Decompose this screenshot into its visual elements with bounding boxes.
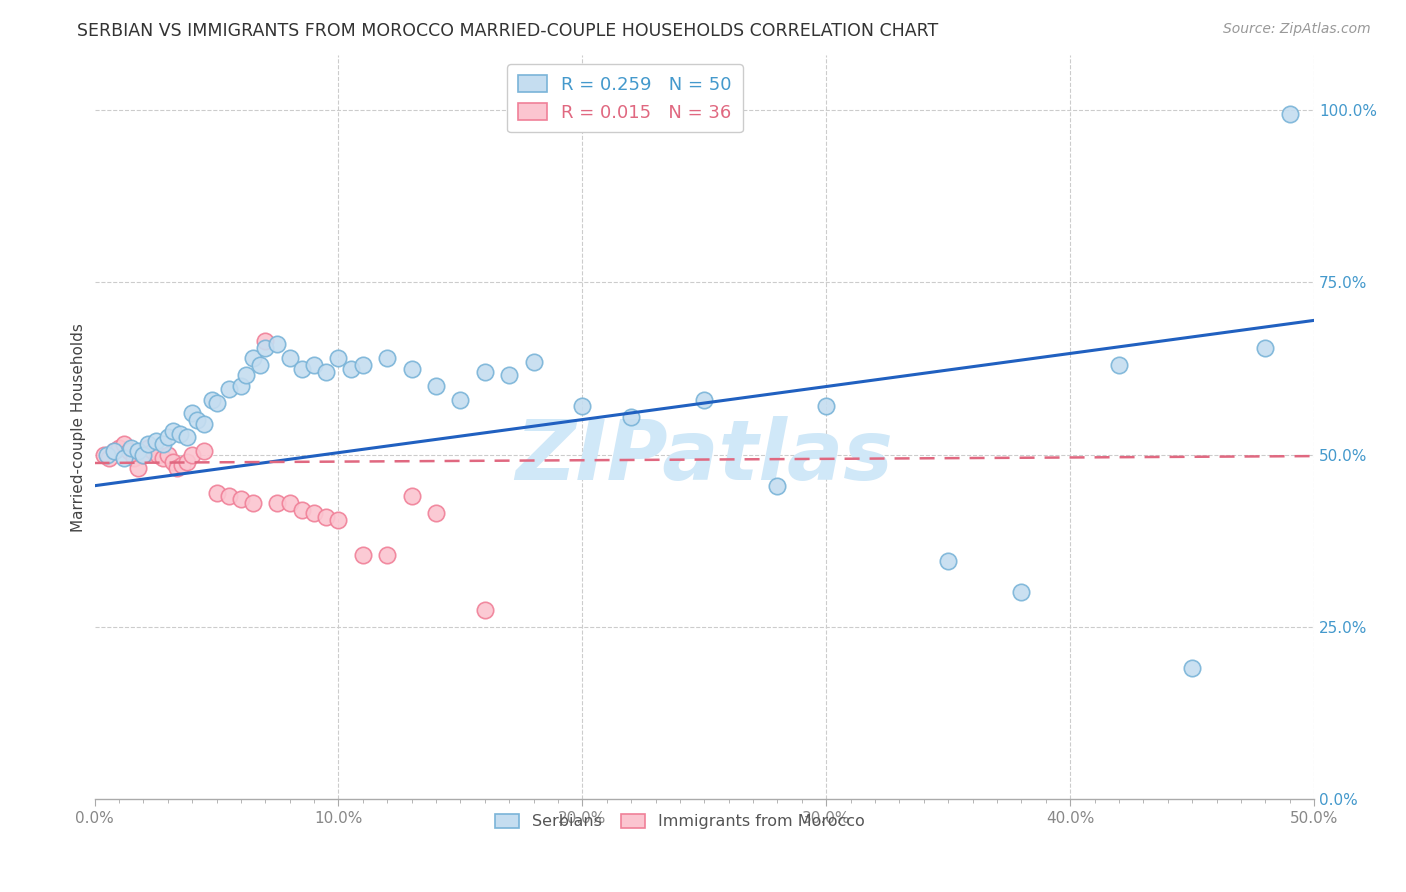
Point: [193, 417, 215, 431]
Point: [278, 351, 301, 366]
Text: ZIPatlas: ZIPatlas: [516, 417, 893, 498]
Point: [1108, 358, 1130, 372]
Legend: Serbians, Immigrants from Morocco: Serbians, Immigrants from Morocco: [489, 807, 870, 836]
Point: [205, 485, 228, 500]
Point: [181, 448, 204, 462]
Point: [218, 382, 240, 396]
Point: [201, 392, 224, 407]
Point: [145, 434, 167, 448]
Point: [1254, 341, 1277, 355]
Point: [936, 554, 959, 568]
Point: [375, 548, 398, 562]
Point: [352, 548, 374, 562]
Point: [474, 603, 496, 617]
Point: [229, 379, 252, 393]
Point: [93, 448, 115, 462]
Point: [162, 424, 184, 438]
Point: [120, 441, 142, 455]
Point: [498, 368, 520, 383]
Point: [328, 351, 350, 366]
Point: [1278, 106, 1301, 120]
Point: [108, 441, 131, 455]
Point: [172, 458, 194, 472]
Point: [146, 448, 169, 462]
Point: [815, 400, 838, 414]
Point: [249, 358, 271, 372]
Point: [1181, 661, 1204, 675]
Point: [136, 441, 159, 455]
Point: [693, 392, 716, 407]
Point: [266, 496, 288, 510]
Point: [474, 365, 496, 379]
Point: [235, 368, 257, 383]
Point: [162, 454, 184, 468]
Point: [152, 451, 174, 466]
Point: [766, 479, 789, 493]
Point: [278, 496, 301, 510]
Point: [156, 430, 179, 444]
Point: [315, 365, 337, 379]
Point: [291, 361, 314, 376]
Point: [127, 444, 149, 458]
Point: [136, 437, 159, 451]
Point: [401, 489, 423, 503]
Point: [254, 334, 277, 348]
Point: [328, 513, 350, 527]
Point: [98, 451, 121, 466]
Point: [193, 444, 215, 458]
Point: [142, 444, 165, 458]
Point: [425, 506, 447, 520]
Point: [571, 400, 593, 414]
Point: [1010, 585, 1032, 599]
Point: [156, 448, 179, 462]
Point: [242, 496, 264, 510]
Y-axis label: Married-couple Households: Married-couple Households: [72, 323, 86, 532]
Point: [375, 351, 398, 366]
Point: [176, 454, 198, 468]
Point: [186, 413, 208, 427]
Point: [103, 444, 125, 458]
Point: [242, 351, 264, 366]
Point: [166, 461, 188, 475]
Point: [103, 444, 125, 458]
Point: [620, 409, 643, 424]
Point: [302, 506, 325, 520]
Point: [122, 451, 145, 466]
Point: [291, 503, 314, 517]
Point: [112, 437, 135, 451]
Point: [352, 358, 374, 372]
Point: [169, 427, 191, 442]
Point: [315, 509, 337, 524]
Text: SERBIAN VS IMMIGRANTS FROM MOROCCO MARRIED-COUPLE HOUSEHOLDS CORRELATION CHART: SERBIAN VS IMMIGRANTS FROM MOROCCO MARRI…: [77, 22, 939, 40]
Point: [132, 448, 155, 462]
Point: [176, 430, 198, 444]
Point: [266, 337, 288, 351]
Point: [425, 379, 447, 393]
Point: [229, 492, 252, 507]
Point: [132, 448, 155, 462]
Point: [302, 358, 325, 372]
Point: [339, 361, 361, 376]
Point: [127, 461, 149, 475]
Point: [523, 355, 546, 369]
Point: [218, 489, 240, 503]
Point: [181, 406, 204, 420]
Point: [118, 444, 141, 458]
Point: [401, 361, 423, 376]
Text: Source: ZipAtlas.com: Source: ZipAtlas.com: [1223, 22, 1371, 37]
Point: [152, 437, 174, 451]
Point: [449, 392, 471, 407]
Point: [205, 396, 228, 410]
Point: [254, 341, 277, 355]
Point: [112, 451, 135, 466]
Point: [96, 448, 118, 462]
